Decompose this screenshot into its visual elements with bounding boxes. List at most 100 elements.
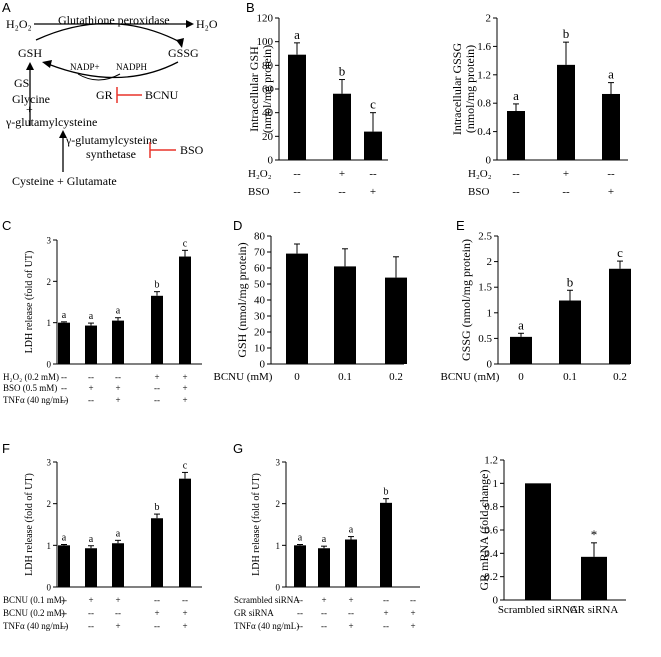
category-label: Scrambled siRNA: [498, 604, 578, 616]
bar: [151, 295, 163, 364]
chart-b1: 0 20 40 60 80 100 120 Intracellular GSH (nmol/mg…: [247, 13, 388, 198]
category-label: 0: [294, 371, 300, 383]
y-tick-label: 0: [268, 155, 274, 167]
y-tick-label: 1.2: [477, 69, 491, 81]
synthetase-label-1: γ-glutamylcysteine: [65, 133, 157, 147]
bar: [609, 268, 631, 364]
condition-mark: --: [383, 621, 389, 631]
y-tick-label: 20: [254, 327, 266, 339]
y-tick-label: 30: [254, 311, 266, 323]
condition-label: BCNU (0.2 mM): [3, 608, 65, 618]
chart-d: 0 10 20 30 40 50 60 70 80 GSH (nmol/mg protein) 0 0…: [214, 231, 407, 383]
condition-label: BSO: [468, 186, 489, 198]
y-axis-label: GR mRNA (fold change): [477, 470, 491, 591]
y-tick-label: 1: [276, 541, 281, 551]
significance-letter: b: [567, 274, 574, 289]
condition-mark: --: [383, 595, 389, 605]
y-tick-label: 0.4: [477, 126, 491, 138]
nadph-arc: [77, 73, 121, 81]
condition-label: Scrambled siRNA: [234, 595, 300, 605]
y-tick-label: 40: [262, 107, 274, 119]
bar: [364, 131, 382, 160]
condition-label: TNFα (40 ng/mL): [3, 621, 68, 631]
condition-mark: +: [410, 608, 415, 618]
condition-mark: --: [562, 186, 570, 198]
y-tick-label: 2: [487, 256, 493, 268]
y-axis-label: GSH (nmol/mg protein): [235, 242, 249, 357]
condition-mark: +: [115, 395, 120, 405]
y-tick-label: 1: [493, 478, 499, 490]
y-axis-label: (nmol/mg protein): [260, 45, 274, 133]
significance-letter: c: [183, 460, 188, 471]
condition-mark: +: [182, 372, 187, 382]
y-tick-label: 80: [254, 231, 266, 243]
y-tick-label: 0.2: [484, 571, 498, 583]
y-axis-label: LDH release (fold of UT): [24, 473, 35, 576]
category-label: 0: [518, 371, 524, 383]
plus-label: +: [26, 102, 33, 116]
gsh-label: GSH: [18, 46, 42, 60]
enzyme-label: Glutathione peroxidase: [58, 13, 170, 27]
gssg-to-gsh-arc: [47, 61, 179, 79]
y-axis-label: GSSG (nmol/mg protein): [459, 239, 473, 361]
condition-mark: --: [61, 621, 67, 631]
y-tick-label: 2.5: [478, 231, 492, 243]
y-tick-label: 1.5: [478, 282, 492, 294]
y-tick-label: 0.5: [478, 333, 492, 345]
synthetase-label-2: synthetase: [86, 147, 136, 161]
y-tick-label: 70: [254, 247, 266, 259]
significance-letter: b: [155, 502, 160, 513]
bar: [318, 548, 330, 587]
condition-label: TNFα (40 ng/mL): [3, 395, 68, 405]
category-label: 0.1: [563, 371, 577, 383]
bar: [58, 322, 70, 364]
y-tick-label: 10: [254, 343, 266, 355]
condition-label: BSO (0.5 mM): [3, 383, 57, 393]
condition-label: BSO: [248, 186, 269, 198]
bar: [507, 111, 525, 160]
y-axis-label: Intracellular GSSG: [450, 43, 464, 136]
condition-mark: --: [61, 383, 67, 393]
y-tick-label: 100: [257, 36, 274, 48]
chart-e: 0 0.5 1 1.5 2 2.5 GSSG (nmol/mg protein) a b c 0 0.…: [441, 231, 631, 383]
y-tick-label: 1.2: [484, 455, 498, 467]
y-tick-label: 1: [47, 318, 52, 328]
bar: [380, 502, 392, 587]
y-tick-label: 3: [47, 458, 52, 468]
condition-mark: --: [61, 608, 67, 618]
bcnu-label: BCNU: [145, 88, 179, 102]
significance-letter: c: [183, 238, 188, 249]
peroxidase-arrowhead: [186, 20, 194, 28]
bar: [294, 545, 306, 587]
condition-mark: --: [512, 186, 520, 198]
significance-letter: c: [617, 245, 623, 260]
significance-letter: a: [322, 534, 327, 545]
condition-mark: +: [348, 595, 353, 605]
gsh-arrowhead: [42, 60, 52, 68]
condition-mark: +: [182, 608, 187, 618]
bar: [112, 543, 124, 587]
condition-mark: --: [321, 621, 327, 631]
condition-label: H₂O₂ (0.2 mM): [3, 372, 59, 382]
chart-b2: 0 0.4 0.8 1.2 1.6 2 Intracellular GSSG (nmol/mg…: [450, 13, 628, 198]
y-axis-label: Intracellular GSH: [247, 46, 261, 132]
y-tick-label: 50: [254, 279, 266, 291]
bar: [602, 93, 620, 160]
y-tick-label: 0: [47, 360, 52, 370]
bar: [85, 325, 97, 364]
chart-f: 0 1 2 3 LDH release (fold of UT) a a a b c BCNU (0…: [3, 458, 202, 631]
y-tick-label: 3: [276, 458, 281, 468]
significance-letter: b: [384, 487, 389, 498]
chart-g1: 0 1 2 3 LDH release (fold of UT) a a a b Scramble…: [234, 458, 420, 631]
y-tick-label: 0: [47, 583, 52, 593]
x-axis-label: BCNU (mM): [441, 371, 500, 383]
y-tick-label: 2: [47, 499, 52, 509]
condition-mark: --: [61, 372, 67, 382]
condition-mark: --: [115, 372, 121, 382]
y-tick-label: 2: [486, 13, 492, 25]
condition-mark: +: [115, 383, 120, 393]
significance-letter: b: [563, 26, 570, 41]
condition-mark: +: [182, 395, 187, 405]
bar: [179, 256, 191, 364]
